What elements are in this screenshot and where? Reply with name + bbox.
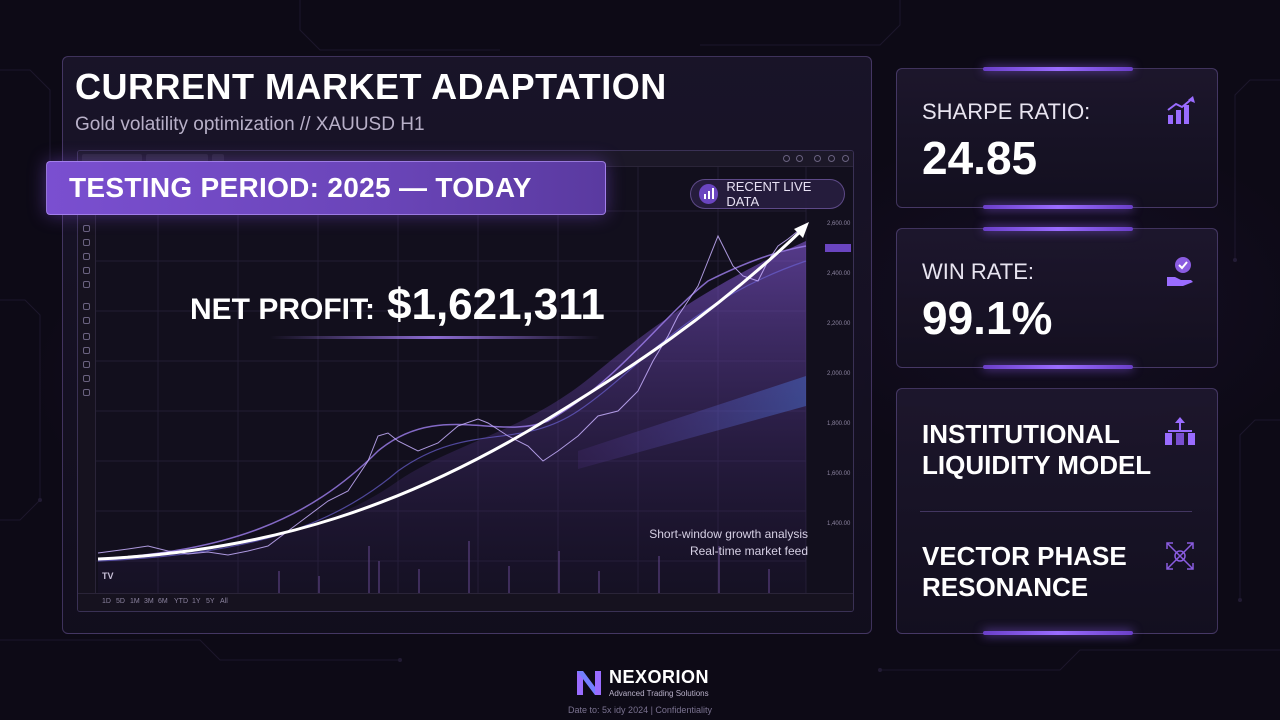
minimize-icon[interactable] (814, 155, 821, 162)
volatility-band (578, 376, 806, 469)
network-icon (1165, 417, 1195, 445)
card-divider (920, 511, 1192, 512)
timeframe-5y[interactable]: 5Y (206, 598, 215, 605)
trash-tool-icon[interactable] (83, 389, 90, 396)
search-icon[interactable] (783, 155, 790, 162)
window-tab[interactable] (146, 154, 208, 164)
card-glow (983, 631, 1133, 635)
growth-curve (97, 227, 805, 561)
fib-tool-icon[interactable] (83, 253, 90, 260)
vector-phase-heading: VECTOR PHASE RESONANCE (922, 541, 1127, 603)
volume-bars (278, 541, 770, 595)
institutional-model-line2: LIQUIDITY MODEL (922, 450, 1152, 480)
timeframe-ytd[interactable]: YTD (174, 598, 188, 605)
sharpe-ratio-label: SHARPE RATIO: (922, 99, 1091, 124)
page-subtitle: Gold volatility optimization // XAUUSD H… (75, 114, 425, 135)
page-title: CURRENT MARKET ADAPTATION (75, 66, 667, 107)
hand-badge-icon (1167, 257, 1193, 286)
price-axis-tick: 1,400.00 (827, 521, 851, 527)
net-profit: NET PROFIT: $1,621,311 (190, 280, 605, 330)
chart-note-feed: Real-time market feed (689, 544, 808, 558)
footer-note: Date to: 5x idy 2024 | Confidentiality (568, 705, 712, 715)
timeframe-1d[interactable]: 1D (102, 598, 111, 605)
current-price-marker (825, 244, 851, 252)
bar-chart-icon (699, 184, 719, 204)
vector-phase-line2: RESONANCE (922, 572, 1089, 602)
zoom-tool-icon[interactable] (83, 333, 90, 340)
card-glow (983, 227, 1133, 231)
recent-live-data-badge[interactable]: RECENT LIVE DATA (690, 179, 845, 209)
brand-logo: NEXORION Advanced Trading Solutions (575, 667, 709, 698)
brush-tool-icon[interactable] (83, 303, 90, 310)
models-card: INSTITUTIONAL LIQUIDITY MODEL VECTOR PHA… (896, 388, 1218, 635)
net-profit-label: NET PROFIT: (190, 293, 375, 326)
price-area (98, 241, 806, 595)
price-axis-tick: 2,600.00 (827, 221, 851, 227)
sharpe-ratio-value: 24.85 (922, 132, 1038, 184)
institutional-model-line1: INSTITUTIONAL (922, 419, 1120, 449)
vector-cross-icon (1166, 542, 1194, 570)
growth-chart-icon (1167, 96, 1195, 124)
maximize-icon[interactable] (828, 155, 835, 162)
card-glow (983, 67, 1133, 71)
crosshair-tool-icon[interactable] (83, 225, 90, 232)
card-glow (983, 205, 1133, 209)
new-tab-button[interactable] (212, 154, 224, 164)
price-axis-tick: 2,400.00 (827, 271, 851, 277)
testing-period-banner: TESTING PERIOD: 2025 — TODAY (46, 161, 606, 215)
brand-name: NEXORION (609, 667, 710, 687)
timeframe-3m[interactable]: 3M (144, 598, 154, 605)
timeframe-1m[interactable]: 1M (130, 598, 140, 605)
timeframe-1y[interactable]: 1Y (192, 598, 201, 605)
net-profit-value: $1,621,311 (387, 280, 605, 329)
measure-tool-icon[interactable] (83, 317, 90, 324)
growth-arrow-head (794, 222, 809, 238)
chart-window[interactable]: 2,600.00 2,400.00 2,200.00 2,000.00 1,80… (77, 150, 854, 612)
close-icon[interactable] (842, 155, 849, 162)
eye-tool-icon[interactable] (83, 375, 90, 382)
price-axis-tick: 1,600.00 (827, 471, 851, 477)
trend-line-tool-icon[interactable] (83, 239, 90, 246)
timeframe-6m[interactable]: 6M (158, 598, 168, 605)
drawing-toolbar (78, 167, 96, 593)
chart-note-analysis: Short-window growth analysis (649, 527, 808, 541)
timeframe-5d[interactable]: 5D (116, 598, 125, 605)
shapes-tool-icon[interactable] (83, 267, 90, 274)
window-tab[interactable] (82, 154, 142, 164)
price-line (97, 225, 807, 556)
price-axis-tick: 2,000.00 (827, 371, 851, 377)
price-axis-tick: 1,800.00 (827, 421, 851, 427)
vector-phase-line1: VECTOR PHASE (922, 541, 1127, 571)
tradingview-logo: TV (102, 571, 114, 581)
settings-icon[interactable] (796, 155, 803, 162)
lock-tool-icon[interactable] (83, 361, 90, 368)
nexorion-logo-icon (577, 670, 601, 695)
brand-tagline: Advanced Trading Solutions (609, 689, 709, 698)
institutional-model-heading: INSTITUTIONAL LIQUIDITY MODEL (922, 419, 1151, 481)
card-glow (983, 365, 1133, 369)
net-profit-underline (270, 336, 600, 339)
timeframe-all[interactable]: All (220, 598, 228, 605)
price-axis-tick: 2,200.00 (827, 321, 851, 327)
price-chart[interactable] (78, 151, 854, 612)
win-rate-card: WIN RATE: 99.1% (896, 227, 1218, 369)
moving-average-line (97, 245, 807, 560)
live-data-label: RECENT LIVE DATA (726, 179, 812, 209)
timeframe-bar: 1D 5D 1M 3M 6M YTD 1Y 5Y All (78, 593, 853, 611)
win-rate-value: 99.1% (922, 292, 1053, 344)
sharpe-ratio-card: SHARPE RATIO: 24.85 (896, 67, 1218, 209)
text-tool-icon[interactable] (83, 281, 90, 288)
magnet-tool-icon[interactable] (83, 347, 90, 354)
moving-average-line (97, 260, 807, 562)
win-rate-label: WIN RATE: (922, 259, 1035, 284)
